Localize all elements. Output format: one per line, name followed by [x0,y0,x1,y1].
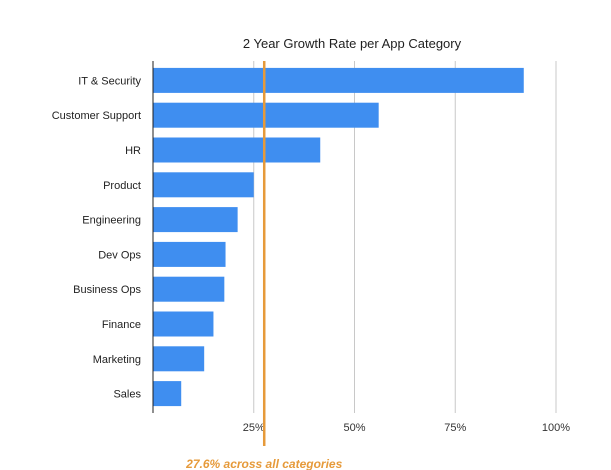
category-label: Engineering [82,215,141,227]
category-label: Marketing [93,354,141,366]
bar [153,381,182,407]
bar [153,67,524,93]
bar [153,172,254,198]
category-label: Dev Ops [98,249,141,261]
category-label: IT & Security [78,75,141,87]
category-label: Sales [113,389,141,401]
x-axis-ticks: 25% 50% 75% 100% [243,422,571,434]
category-label: Business Ops [73,284,141,296]
bar [153,241,226,267]
category-labels: IT & Security Customer Support HR Product En… [52,75,142,400]
bars [153,67,524,407]
bar [153,311,214,337]
chart-title: 2 Year Growth Rate per App Category [243,36,462,51]
bar [153,137,321,163]
x-tick-label: 50% [343,422,365,434]
bar [153,102,379,128]
bar [153,346,205,372]
x-tick-label: 100% [542,422,570,434]
bar [153,276,225,302]
bar [153,207,238,233]
x-tick-label: 25% [243,422,265,434]
category-label: Finance [102,319,141,331]
category-label: HR [125,145,141,157]
category-label: Product [103,180,141,192]
x-tick-label: 75% [444,422,466,434]
reference-annotation: 27.6% across all categories [185,457,342,470]
category-label: Customer Support [52,110,141,122]
